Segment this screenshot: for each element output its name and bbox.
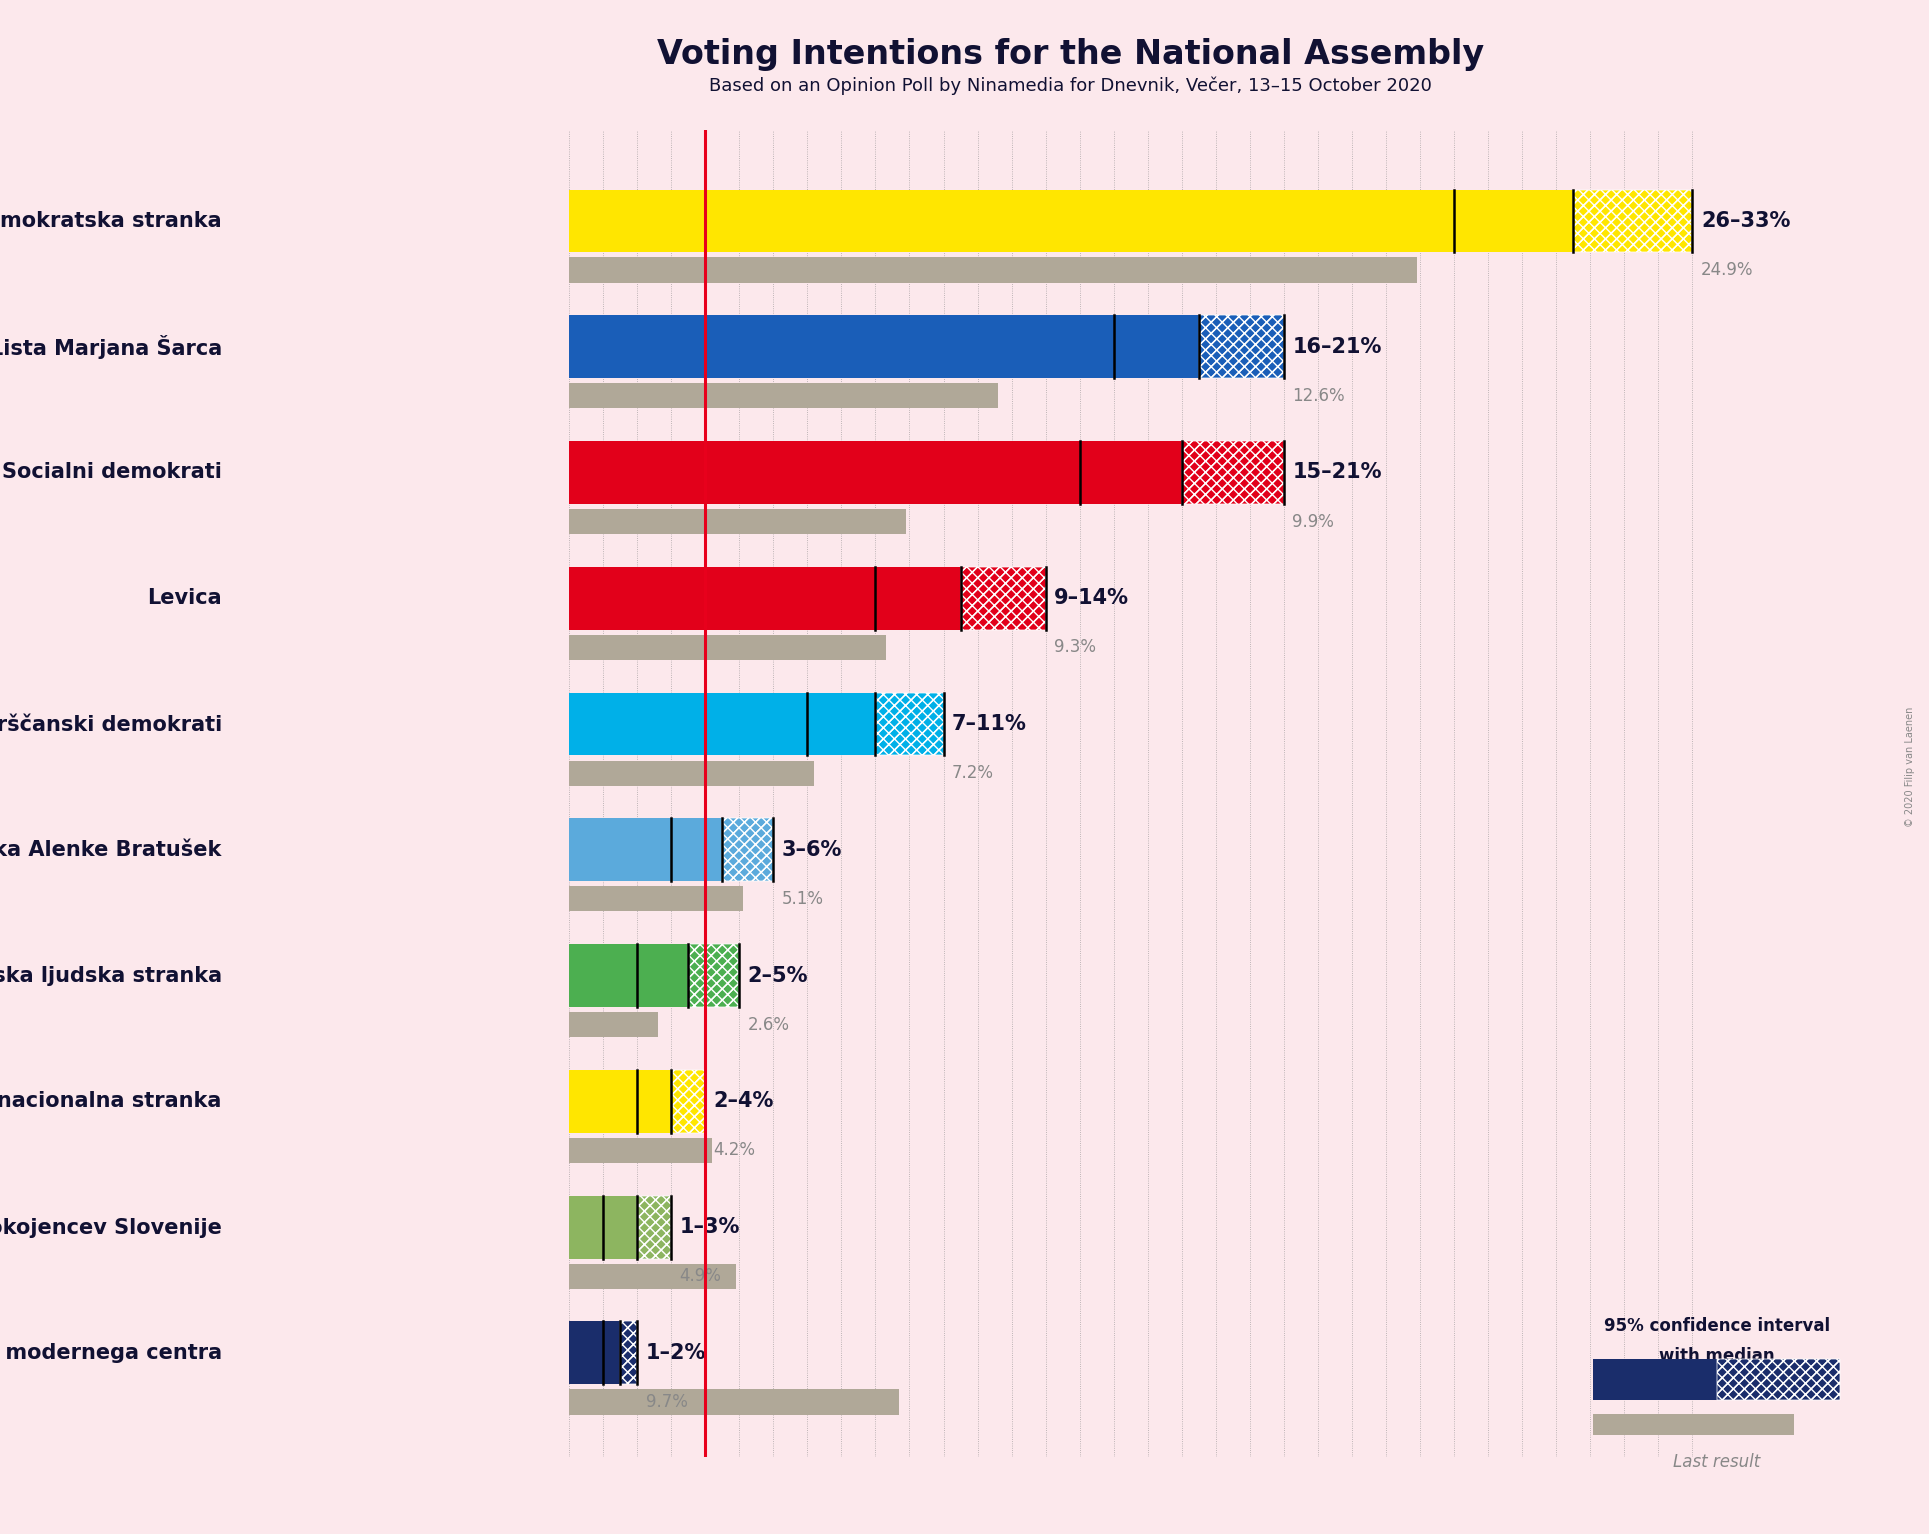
Bar	[569, 818, 721, 881]
Bar	[569, 384, 997, 408]
Bar	[961, 568, 1046, 630]
Bar	[1198, 316, 1285, 379]
Bar	[569, 692, 876, 755]
Bar	[1717, 1359, 1840, 1399]
Bar	[671, 1069, 706, 1132]
Bar	[721, 818, 774, 881]
Bar	[569, 316, 1198, 379]
Bar	[689, 943, 739, 1006]
Bar	[1593, 1414, 1794, 1436]
Bar	[876, 692, 943, 755]
Bar	[569, 887, 743, 911]
Bar	[689, 943, 739, 1006]
Bar	[569, 635, 885, 660]
Bar	[569, 509, 907, 534]
Text: Slovenska ljudska stranka: Slovenska ljudska stranka	[0, 965, 222, 985]
Text: 2–4%: 2–4%	[714, 1091, 774, 1111]
Bar	[1593, 1359, 1717, 1399]
Text: 12.6%: 12.6%	[1292, 387, 1345, 405]
Text: 95% confidence interval: 95% confidence interval	[1603, 1318, 1831, 1336]
Text: 3–6%: 3–6%	[781, 839, 843, 861]
Text: Socialni demokrati: Socialni demokrati	[2, 462, 222, 483]
Bar	[569, 190, 1574, 253]
Bar	[1574, 190, 1692, 253]
Bar	[637, 1195, 671, 1258]
Text: 1–2%: 1–2%	[646, 1342, 706, 1362]
Bar	[961, 568, 1046, 630]
Bar	[569, 568, 961, 630]
Text: 4.2%: 4.2%	[714, 1141, 756, 1160]
Text: Lista Marjana Šarca: Lista Marjana Šarca	[0, 334, 222, 359]
Bar	[569, 1195, 637, 1258]
Bar	[569, 258, 1416, 282]
Bar	[569, 943, 689, 1006]
Bar	[1182, 442, 1285, 505]
Text: Stranka modernega centra: Stranka modernega centra	[0, 1342, 222, 1362]
Bar	[876, 692, 943, 755]
Text: 9–14%: 9–14%	[1053, 588, 1128, 609]
Text: 9.3%: 9.3%	[1053, 638, 1096, 657]
Bar	[1182, 442, 1285, 505]
Bar	[619, 1321, 637, 1384]
Text: 16–21%: 16–21%	[1292, 337, 1381, 357]
Text: 4.9%: 4.9%	[679, 1267, 721, 1285]
Bar	[689, 943, 739, 1006]
Text: 7.2%: 7.2%	[953, 764, 993, 782]
Bar	[1182, 442, 1285, 505]
Text: 2.6%: 2.6%	[748, 1016, 789, 1034]
Bar	[569, 1264, 735, 1289]
Text: 9.9%: 9.9%	[1292, 512, 1335, 531]
Text: © 2020 Filip van Laenen: © 2020 Filip van Laenen	[1906, 707, 1915, 827]
Bar	[569, 1138, 712, 1163]
Bar	[961, 568, 1046, 630]
Bar	[569, 1012, 658, 1037]
Bar	[1198, 316, 1285, 379]
Text: Last result: Last result	[1672, 1453, 1761, 1471]
Bar	[1574, 190, 1692, 253]
Bar	[569, 1390, 899, 1414]
Bar	[619, 1321, 637, 1384]
Bar	[876, 692, 943, 755]
Text: Stranka Alenke Bratušek: Stranka Alenke Bratušek	[0, 839, 222, 861]
Text: 15–21%: 15–21%	[1292, 462, 1381, 483]
Text: Based on an Opinion Poll by Ninamedia for Dnevnik, Večer, 13–15 October 2020: Based on an Opinion Poll by Ninamedia fo…	[710, 77, 1431, 95]
Bar	[721, 818, 774, 881]
Text: 2–5%: 2–5%	[748, 965, 808, 985]
Text: Slovenska nacionalna stranka: Slovenska nacionalna stranka	[0, 1091, 222, 1111]
Bar	[569, 442, 1182, 505]
Bar	[637, 1195, 671, 1258]
Bar	[569, 1321, 619, 1384]
Bar	[1198, 316, 1285, 379]
Text: 24.9%: 24.9%	[1701, 261, 1753, 279]
Text: Demokratična stranka upokojencev Slovenije: Demokratična stranka upokojencev Sloveni…	[0, 1216, 222, 1238]
Bar	[1574, 190, 1692, 253]
Text: 1–3%: 1–3%	[679, 1216, 741, 1236]
Bar	[671, 1069, 706, 1132]
Text: Levica: Levica	[147, 588, 222, 609]
Text: 9.7%: 9.7%	[646, 1393, 687, 1411]
Text: 26–33%: 26–33%	[1701, 212, 1790, 232]
Text: 7–11%: 7–11%	[953, 713, 1026, 735]
Text: Nova Slovenija–Krščanski demokrati: Nova Slovenija–Krščanski demokrati	[0, 713, 222, 735]
Text: with median: with median	[1659, 1347, 1775, 1365]
Bar	[569, 1069, 671, 1132]
Bar	[721, 818, 774, 881]
Bar	[1717, 1359, 1840, 1399]
Bar	[569, 761, 814, 785]
Bar	[619, 1321, 637, 1384]
Text: 5.1%: 5.1%	[781, 890, 824, 908]
Bar	[637, 1195, 671, 1258]
Text: Slovenska demokratska stranka: Slovenska demokratska stranka	[0, 212, 222, 232]
Bar	[671, 1069, 706, 1132]
Text: Voting Intentions for the National Assembly: Voting Intentions for the National Assem…	[658, 38, 1483, 72]
